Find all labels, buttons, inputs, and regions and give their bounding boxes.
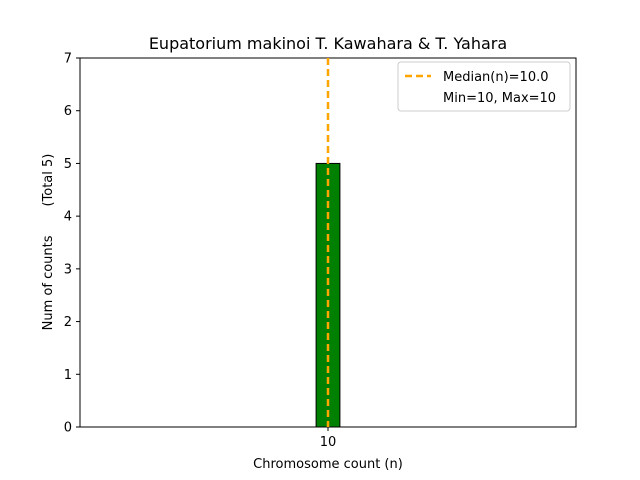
y-tick-label-1: 1 [64,368,72,383]
y-tick-label-2: 2 [64,315,72,330]
y-tick-label-4: 4 [64,210,72,225]
x-axis-label: Chromosome count (n) [253,457,403,472]
plot-area: 0 1 2 3 4 5 6 7 10 [64,52,577,450]
y-tick-label-7: 7 [64,52,72,67]
legend-box [397,61,571,112]
y-tick-label-3: 3 [64,262,72,277]
y-tick-label-6: 6 [64,104,72,119]
legend-entry-minmax: Min=10, Max=10 [443,91,556,106]
chart-title: Eupatorium makinoi T. Kawahara & T. Yaha… [149,34,507,53]
y-axis-label: Num of counts (Total 5) [41,154,56,331]
legend: Median(n)=10.0 Min=10, Max=10 [397,61,571,112]
y-ticks: 0 1 2 3 4 5 6 7 [64,52,80,436]
x-tick-label-10: 10 [320,435,337,450]
y-tick-label-5: 5 [64,157,72,172]
x-ticks: 10 [320,427,337,450]
legend-entry-median: Median(n)=10.0 [443,70,549,85]
y-tick-label-0: 0 [64,421,72,436]
